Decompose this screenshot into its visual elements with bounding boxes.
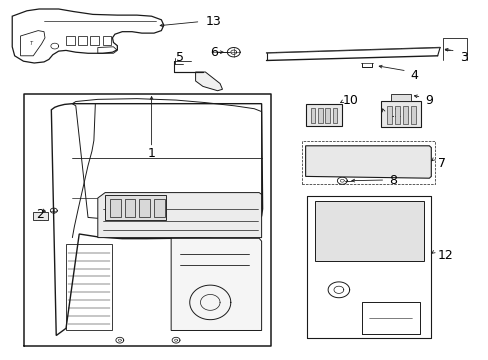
Text: 4: 4 [410,69,418,82]
Text: 5: 5 [176,51,183,64]
Text: 10: 10 [342,94,357,107]
Bar [110,199,121,217]
Bar [66,244,112,330]
Bar [386,106,391,124]
Text: 13: 13 [205,15,221,28]
Bar [139,199,150,217]
Bar [66,36,75,45]
Text: 11: 11 [386,107,401,120]
Polygon shape [305,146,430,178]
Polygon shape [390,94,410,101]
Text: 2: 2 [36,208,44,221]
Bar [310,108,315,123]
Polygon shape [305,104,342,126]
Text: 3: 3 [459,51,467,64]
Polygon shape [171,238,261,330]
Text: 7: 7 [437,157,445,170]
Bar [394,106,399,124]
Bar [78,36,87,45]
Bar [317,108,322,123]
Text: 6: 6 [210,46,218,59]
Text: 8: 8 [388,174,396,187]
Bar [102,36,111,45]
Polygon shape [33,212,48,220]
Bar [90,36,99,45]
Text: 9: 9 [425,94,432,107]
Bar [124,199,135,217]
Bar [402,106,407,124]
Bar [410,106,415,124]
Text: 1: 1 [147,147,155,159]
Text: 12: 12 [437,249,452,262]
Text: T: T [30,41,33,46]
Bar [154,199,164,217]
Polygon shape [105,195,166,220]
Bar [332,108,337,123]
Bar [325,108,329,123]
Polygon shape [381,101,420,127]
Polygon shape [98,193,261,238]
Polygon shape [195,72,222,91]
Polygon shape [315,201,424,261]
